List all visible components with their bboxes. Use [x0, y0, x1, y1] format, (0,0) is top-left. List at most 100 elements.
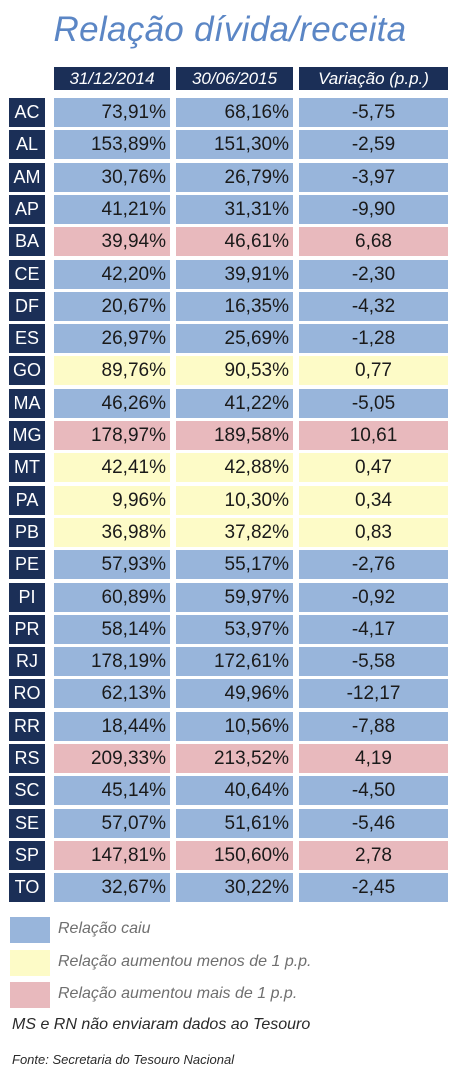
ratio-2015-cell: 41,22% [176, 388, 293, 418]
ratio-2015-cell: 172,61% [176, 647, 293, 677]
chart-title: Relação dívida/receita [53, 10, 407, 49]
legend-swatch-menos1 [10, 949, 50, 976]
state-code: RJ [9, 647, 45, 677]
table-row: SC 45,14% 40,64% -4,50 [9, 776, 449, 806]
variation-cell: -2,76 [299, 550, 448, 580]
variation-cell: -5,75 [299, 98, 448, 127]
ratio-2014-cell: 58,14% [54, 614, 170, 644]
ratio-2014-cell: 57,07% [54, 808, 170, 838]
ratio-2015-cell: 30,22% [176, 873, 293, 903]
table-row: MA 46,26% 41,22% -5,05 [9, 388, 449, 418]
variation-cell: -2,45 [299, 873, 448, 903]
table-row: RR 18,44% 10,56% -7,88 [9, 711, 449, 741]
ratio-2014-cell: 39,94% [54, 227, 170, 257]
table-row: PE 57,93% 55,17% -2,76 [9, 550, 449, 580]
ratio-2015-cell: 213,52% [176, 744, 293, 773]
ratio-2014-cell: 147,81% [54, 840, 170, 870]
ratio-2014-cell: 9,96% [54, 485, 170, 515]
table-row: DF 20,67% 16,35% -4,32 [9, 291, 449, 321]
table-row: AC 73,91% 68,16% -5,75 [9, 98, 449, 127]
ratio-2014-cell: 153,89% [54, 130, 170, 160]
variation-cell: 0,83 [299, 517, 448, 547]
table-row: AM 30,76% 26,79% -3,97 [9, 162, 449, 192]
ratio-2014-cell: 89,76% [54, 356, 170, 386]
table-row: PA 9,96% 10,30% 0,34 [9, 485, 449, 515]
variation-cell: -3,97 [299, 162, 448, 192]
ratio-2015-cell: 189,58% [176, 421, 293, 450]
ratio-2015-cell: 90,53% [176, 356, 293, 386]
ratio-2014-cell: 32,67% [54, 873, 170, 903]
ratio-2014-cell: 209,33% [54, 744, 170, 773]
ratio-2015-cell: 39,91% [176, 259, 293, 289]
ratio-2014-cell: 178,97% [54, 421, 170, 450]
table-row: SP 147,81% 150,60% 2,78 [9, 840, 449, 870]
ratio-2014-cell: 73,91% [54, 98, 170, 127]
table-row: PR 58,14% 53,97% -4,17 [9, 614, 449, 644]
state-code: PB [9, 517, 45, 547]
ratio-2014-cell: 26,97% [54, 324, 170, 354]
state-code: AL [9, 130, 45, 160]
state-code: PA [9, 485, 45, 515]
table-row: MT 42,41% 42,88% 0,47 [9, 453, 449, 483]
state-code: MG [9, 421, 45, 450]
ratio-2015-cell: 49,96% [176, 679, 293, 709]
variation-cell: -4,17 [299, 614, 448, 644]
column-header-2015: 30/06/2015 [176, 67, 293, 90]
column-header-variacao: Variação (p.p.) [299, 67, 448, 90]
legend-swatch-mais1 [10, 982, 50, 1008]
ratio-2015-cell: 53,97% [176, 614, 293, 644]
variation-cell: -4,50 [299, 776, 448, 806]
variation-cell: -5,58 [299, 647, 448, 677]
ratio-2014-cell: 46,26% [54, 388, 170, 418]
state-code: MT [9, 453, 45, 483]
ratio-2015-cell: 10,56% [176, 711, 293, 741]
state-code: SP [9, 840, 45, 870]
state-code: DF [9, 291, 45, 321]
ratio-2014-cell: 18,44% [54, 711, 170, 741]
note: MS e RN não enviaram dados ao Tesouro [12, 1016, 311, 1033]
state-code: MA [9, 388, 45, 418]
variation-cell: 0,47 [299, 453, 448, 483]
variation-cell: -1,28 [299, 324, 448, 354]
source: Fonte: Secretaria do Tesouro Nacional [12, 1052, 235, 1067]
state-code: PR [9, 614, 45, 644]
table-row: AL 153,89% 151,30% -2,59 [9, 130, 449, 160]
ratio-2014-cell: 57,93% [54, 550, 170, 580]
ratio-2015-cell: 55,17% [176, 550, 293, 580]
legend-label-caiu: Relação caiu [58, 920, 151, 937]
state-code: ES [9, 324, 45, 354]
ratio-2014-cell: 45,14% [54, 776, 170, 806]
ratio-2015-cell: 10,30% [176, 485, 293, 515]
variation-cell: 10,61 [299, 421, 448, 450]
state-code: RO [9, 679, 45, 709]
ratio-2015-cell: 31,31% [176, 194, 293, 224]
state-code: GO [9, 356, 45, 386]
legend-label-menos1: Relação aumentou menos de 1 p.p. [58, 952, 312, 970]
ratio-2015-cell: 46,61% [176, 227, 293, 257]
variation-cell: -2,59 [299, 130, 448, 160]
ratio-2014-cell: 42,20% [54, 259, 170, 289]
ratio-2014-cell: 36,98% [54, 517, 170, 547]
table-row: CE 42,20% 39,91% -2,30 [9, 259, 449, 289]
ratio-2015-cell: 26,79% [176, 162, 293, 192]
variation-cell: -0,92 [299, 582, 448, 612]
variation-cell: 2,78 [299, 840, 448, 870]
table-row: BA 39,94% 46,61% 6,68 [9, 227, 449, 257]
ratio-2014-cell: 20,67% [54, 291, 170, 321]
state-code: RS [9, 744, 45, 773]
table-row: RJ 178,19% 172,61% -5,58 [9, 647, 449, 677]
state-code: RR [9, 711, 45, 741]
ratio-2014-cell: 41,21% [54, 194, 170, 224]
table-row: ES 26,97% 25,69% -1,28 [9, 324, 449, 354]
ratio-2015-cell: 37,82% [176, 517, 293, 547]
table-row: TO 32,67% 30,22% -2,45 [9, 873, 449, 903]
column-header-2014: 31/12/2014 [54, 67, 170, 90]
state-code: PI [9, 582, 45, 612]
ratio-2015-cell: 40,64% [176, 776, 293, 806]
ratio-2015-cell: 68,16% [176, 98, 293, 127]
table-row: MG 178,97% 189,58% 10,61 [9, 421, 449, 450]
ratio-2014-cell: 42,41% [54, 453, 170, 483]
state-code: SE [9, 808, 45, 838]
ratio-2015-cell: 42,88% [176, 453, 293, 483]
legend-label-mais1: Relação aumentou mais de 1 p.p. [58, 985, 298, 1002]
